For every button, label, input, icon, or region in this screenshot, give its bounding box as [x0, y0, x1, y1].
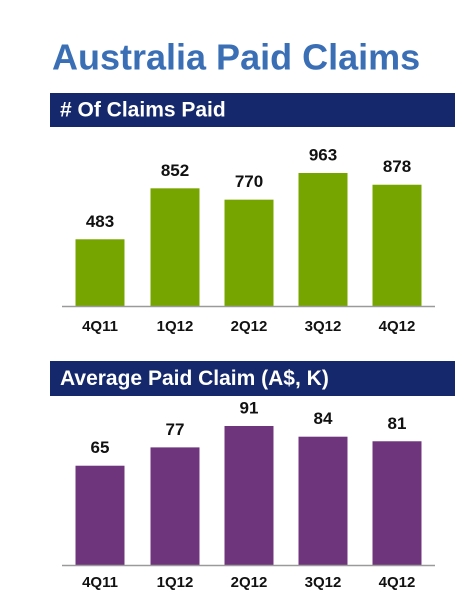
value-label: 770 — [235, 172, 263, 191]
value-label: 65 — [91, 438, 110, 457]
section-header — [50, 93, 455, 127]
bar — [298, 436, 348, 565]
x-tick-label: 3Q12 — [305, 574, 342, 591]
bar — [372, 184, 422, 306]
x-tick-label: 4Q12 — [379, 574, 416, 591]
x-tick-label: 4Q11 — [82, 574, 118, 591]
x-tick-label: 4Q11 — [82, 318, 118, 335]
chart-title: Average Paid Claim (A$, K) — [60, 367, 329, 390]
value-label: 852 — [161, 161, 189, 180]
value-label: 483 — [86, 212, 114, 231]
bar — [75, 239, 125, 306]
x-tick-label: 1Q12 — [157, 318, 194, 335]
bar — [372, 441, 422, 565]
x-tick-label: 2Q12 — [231, 574, 268, 591]
x-tick-label: 2Q12 — [231, 318, 268, 335]
chart-title: # Of Claims Paid — [60, 99, 226, 122]
bar — [298, 173, 348, 306]
x-tick-label: 4Q12 — [379, 318, 416, 335]
bar — [150, 188, 200, 306]
bar — [224, 199, 274, 306]
x-tick-label: 1Q12 — [157, 574, 194, 591]
bar — [224, 426, 274, 565]
value-label: 91 — [240, 398, 259, 417]
value-label: 84 — [314, 409, 333, 428]
slide-title: Australia Paid Claims — [52, 37, 420, 78]
bar — [150, 447, 200, 565]
section-header — [50, 361, 455, 396]
value-label: 77 — [166, 420, 185, 439]
bar — [75, 465, 125, 565]
x-tick-label: 3Q12 — [305, 318, 342, 335]
value-label: 963 — [309, 145, 337, 164]
value-label: 81 — [388, 414, 407, 433]
value-label: 878 — [383, 157, 411, 176]
